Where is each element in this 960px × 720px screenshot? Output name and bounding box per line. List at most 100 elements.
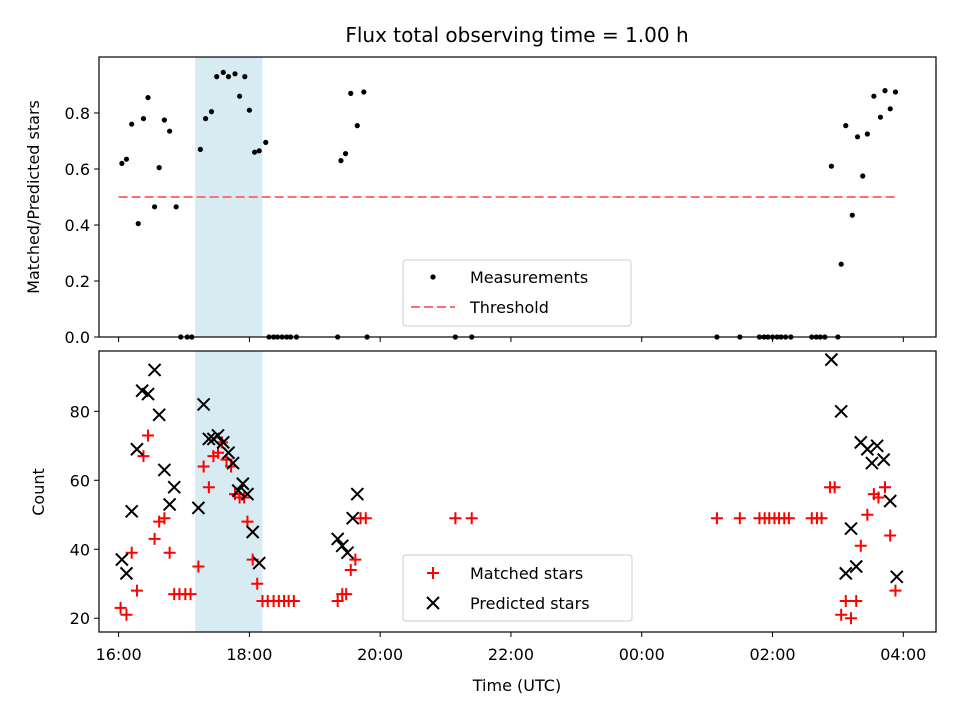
matched-star-point [844, 612, 857, 625]
legend-matched: Matched stars [470, 564, 583, 583]
measurement-point [361, 89, 367, 95]
predicted-star-point [236, 477, 250, 491]
measurement-point [838, 261, 844, 267]
measurement-point [263, 139, 269, 145]
ratio-panel: 0.00.20.40.60.8 Matched/Predicted stars … [24, 56, 937, 347]
ratio-y-ticks: 0.0 0.2 0.4 0.6 0.8 [65, 104, 99, 347]
matched-star-point [184, 588, 197, 601]
matched-star-point [839, 594, 852, 607]
measurement-point [252, 149, 258, 155]
measurement-point [208, 109, 215, 115]
measurement-point [140, 116, 147, 122]
x-tick-label: 20:00 [357, 645, 403, 664]
predicted-star-point [162, 497, 177, 512]
x-tick-label: 02:00 [749, 645, 795, 664]
count-y-tick-label: 60 [70, 471, 90, 490]
predicted-star-point [860, 442, 875, 456]
matched-star-point [148, 532, 161, 545]
predicted-star-point [216, 435, 230, 450]
matched-star-point [340, 588, 353, 601]
predicted-star-point [883, 494, 897, 508]
measurement-point [119, 160, 125, 166]
x-tick-label: 04:00 [880, 645, 926, 664]
predicted-star-point [824, 352, 839, 367]
measurement-point [854, 134, 861, 140]
predicted-star-point [844, 521, 858, 536]
count-y-tick-label: 80 [70, 402, 90, 421]
measurement-point [354, 123, 360, 129]
x-tick-label: 16:00 [96, 645, 142, 664]
measurement-point [348, 90, 354, 96]
count-legend-box [402, 554, 633, 622]
predicted-star-point [115, 552, 129, 567]
measurement-point [860, 173, 866, 179]
predicted-star-point [202, 432, 216, 446]
count-y-ticks: 20 40 60 80 [70, 402, 99, 628]
measurement-point [197, 146, 203, 152]
measurement-legend-marker [430, 274, 436, 280]
legend-measurements: Measurements [470, 268, 588, 287]
matched-star-point [359, 512, 372, 525]
predicted-star-point [231, 483, 245, 498]
predicted-star-point [340, 545, 355, 560]
measurement-point [892, 89, 899, 95]
ratio-panel-frame [98, 56, 937, 338]
measurement-point [828, 163, 834, 169]
predicted-star-point [870, 439, 884, 453]
count-y-axis-label: Count [29, 468, 48, 516]
predicted-star-point [335, 539, 349, 553]
measurement-point [214, 74, 220, 80]
measurement-point [232, 71, 238, 77]
legend-predicted: Predicted stars [470, 594, 590, 613]
predicted-star-point [245, 525, 260, 539]
ratio-legend: Measurements Threshold [402, 259, 632, 327]
measurement-point [173, 204, 179, 210]
ratio-y-tick-label: 0.8 [65, 104, 90, 123]
measurement-points [119, 69, 899, 340]
matched-star-point [782, 512, 795, 525]
legend-threshold: Threshold [469, 298, 549, 317]
matched-star-point [158, 512, 171, 525]
measurement-point [167, 128, 173, 134]
predicted-star-point [252, 556, 266, 570]
x-tick-label: 18:00 [226, 645, 272, 664]
predicted-star-point [876, 452, 891, 467]
measurement-point [849, 212, 855, 218]
ratio-y-tick-label: 0.4 [65, 216, 90, 235]
x-tick-label: 22:00 [488, 645, 534, 664]
matched-star-point [854, 539, 867, 552]
predicted-star-point [226, 456, 240, 470]
matched-star-point [889, 584, 902, 597]
matched-star-point [349, 553, 362, 566]
predicted-star-point [211, 428, 225, 443]
measurement-point [156, 165, 162, 171]
count-y-tick-label: 40 [70, 540, 90, 559]
ratio-y-tick-label: 0.2 [65, 272, 90, 291]
matched-star-point [835, 608, 848, 621]
measurement-point [202, 116, 209, 122]
matched-star-point [861, 508, 874, 521]
matched-star-point [465, 512, 478, 525]
measurement-point [246, 107, 252, 113]
measurement-point [161, 117, 167, 123]
predicted-star-point [849, 559, 863, 574]
observing-window-highlight-bottom [195, 351, 263, 632]
predicted-star-point [119, 566, 134, 581]
measurement-point [129, 121, 135, 127]
matched-star-point [202, 481, 215, 494]
measurement-point [342, 151, 349, 157]
measurement-point [242, 74, 248, 80]
matched-star-point [850, 594, 863, 607]
measurement-point [151, 204, 158, 210]
measurement-point [145, 95, 151, 101]
count-x-ticks: 16:00 18:00 20:00 22:00 00:00 02:00 04:00 [96, 632, 926, 664]
matched-star-point [130, 584, 143, 597]
matched-star-point [192, 560, 205, 573]
predicted-star-point [141, 387, 155, 401]
measurement-point [135, 221, 141, 227]
predicted-star-point [890, 570, 904, 584]
chart-title: Flux total observing time = 1.00 h [345, 23, 688, 47]
predicted-star-point [240, 487, 255, 501]
predicted-star-point [124, 504, 139, 519]
